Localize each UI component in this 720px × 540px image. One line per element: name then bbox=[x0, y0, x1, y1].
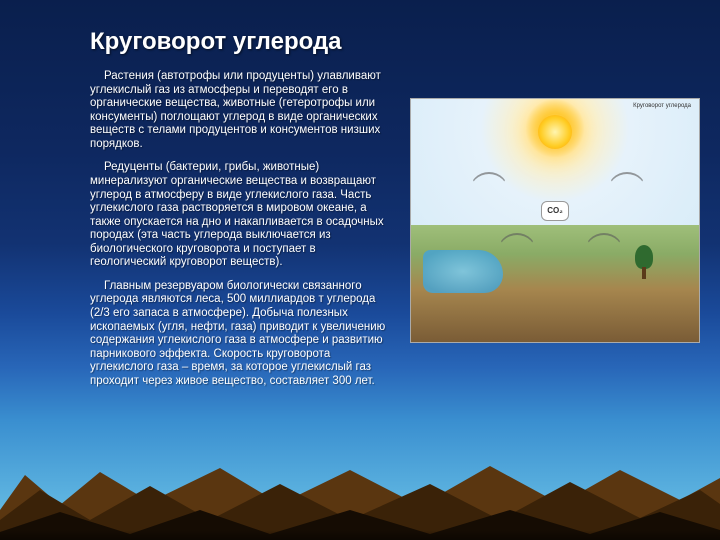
cycle-arrow-icon bbox=[607, 172, 647, 212]
footer-shadow bbox=[0, 530, 720, 540]
paragraph-3: Главным резервуаром биологически связанн… bbox=[90, 280, 390, 389]
cycle-arrow-icon bbox=[469, 172, 509, 212]
slide-carbon-cycle: Круговорот углерода Растения (автотрофы … bbox=[0, 0, 720, 540]
mountain-decoration bbox=[0, 420, 720, 540]
co2-label: CO₂ bbox=[541, 201, 569, 221]
content-row: Растения (автотрофы или продуценты) улав… bbox=[90, 70, 680, 398]
cycle-arrow-icon bbox=[584, 233, 624, 273]
cycle-arrow-icon bbox=[497, 233, 537, 273]
diagram-water bbox=[423, 250, 504, 294]
carbon-cycle-diagram: CO₂ Круговорот углерода bbox=[410, 98, 700, 343]
tree-icon bbox=[635, 245, 653, 269]
sun-icon bbox=[538, 115, 572, 149]
paragraph-1: Растения (автотрофы или продуценты) улав… bbox=[90, 70, 390, 151]
text-column: Растения (автотрофы или продуценты) улав… bbox=[90, 70, 390, 398]
mountain-ridge-back bbox=[0, 466, 720, 540]
slide-title: Круговорот углерода bbox=[90, 28, 680, 56]
diagram-caption: Круговорот углерода bbox=[633, 103, 691, 109]
paragraph-2: Редуценты (бактерии, грибы, животные) ми… bbox=[90, 161, 390, 270]
